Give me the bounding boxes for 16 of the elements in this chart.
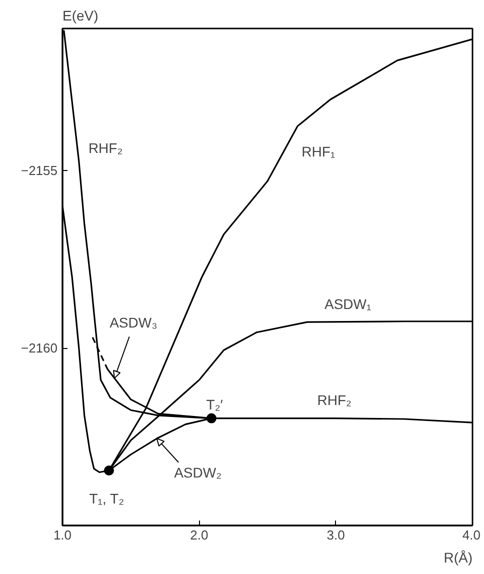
annotation: ASDW₂: [174, 464, 222, 480]
x-tick-label: 1.0: [53, 528, 72, 542]
annotation: RHF₂: [88, 140, 123, 156]
x-tick-label: 4.0: [462, 528, 481, 542]
x-tick-label: 3.0: [326, 528, 345, 542]
annotation: T₂′: [206, 396, 224, 413]
x-axis-title: R(Å): [444, 550, 473, 566]
y-axis-title: E(eV): [62, 8, 98, 24]
annotation: RHF₁: [302, 143, 336, 160]
annotation: ASDW₁: [324, 296, 372, 312]
annotation: ASDW₃: [110, 314, 158, 331]
x-tick-label: 2.0: [190, 528, 208, 542]
y-tick-label: −2160: [20, 340, 58, 356]
annotation: RHF₂: [317, 392, 352, 408]
y-tick-label: −2155: [20, 163, 58, 178]
annotation: T₁, T₂: [89, 490, 124, 507]
